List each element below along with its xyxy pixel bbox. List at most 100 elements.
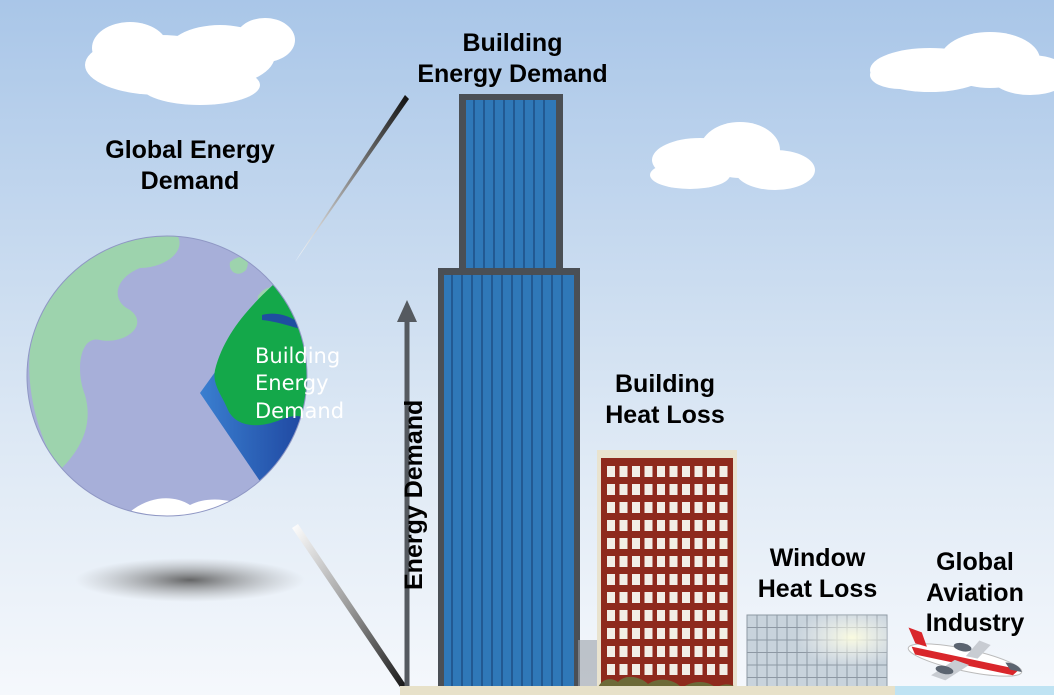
- brick-window: [657, 574, 665, 585]
- brick-window: [707, 646, 715, 657]
- brick-window: [682, 520, 690, 531]
- water-strip: [895, 686, 1054, 695]
- brick-window: [644, 538, 653, 549]
- brick-window: [644, 520, 653, 531]
- brick-window: [619, 574, 628, 585]
- brick-windows: [607, 466, 728, 675]
- brick-window: [607, 574, 615, 585]
- brick-window: [657, 610, 665, 621]
- brick-window: [694, 502, 703, 513]
- brick-window: [644, 466, 653, 477]
- continent-shape: [229, 256, 248, 274]
- brick-window: [644, 628, 653, 639]
- brick-window: [669, 538, 678, 549]
- brick-window: [632, 574, 640, 585]
- brick-window: [657, 592, 665, 603]
- brick-window: [707, 664, 715, 675]
- brick-window: [607, 628, 615, 639]
- brick-window: [607, 484, 615, 495]
- brick-window: [657, 646, 665, 657]
- brick-window: [619, 484, 628, 495]
- brick-window: [669, 556, 678, 567]
- brick-window: [607, 592, 615, 603]
- brick-window: [719, 646, 728, 657]
- brick-window: [607, 502, 615, 513]
- brick-window: [707, 520, 715, 531]
- brick-window: [707, 502, 715, 513]
- brick-window: [669, 610, 678, 621]
- brick-window: [707, 484, 715, 495]
- brick-window: [657, 520, 665, 531]
- brick-window: [657, 502, 665, 513]
- globe-building-energy-demand-label: Building Energy Demand: [255, 344, 345, 423]
- brick-window: [707, 610, 715, 621]
- brick-window: [669, 664, 678, 675]
- brick-window: [719, 466, 728, 477]
- brick-window: [669, 628, 678, 639]
- brick-window: [657, 538, 665, 549]
- brick-window: [682, 556, 690, 567]
- brick-window: [632, 664, 640, 675]
- brick-window: [719, 592, 728, 603]
- brick-window: [682, 484, 690, 495]
- brick-window: [632, 646, 640, 657]
- brick-window: [644, 484, 653, 495]
- brick-window: [632, 556, 640, 567]
- brick-window: [632, 502, 640, 513]
- brick-window: [632, 520, 640, 531]
- continent-shape: [29, 236, 180, 470]
- brick-window: [619, 556, 628, 567]
- brick-window: [669, 646, 678, 657]
- airplane-icon: [907, 627, 1023, 681]
- ground-strip: [400, 686, 895, 695]
- brick-window: [669, 574, 678, 585]
- brick-window: [707, 466, 715, 477]
- brick-window: [657, 466, 665, 477]
- building-heat-loss-label: Building Heat Loss: [605, 370, 725, 429]
- brick-window: [644, 592, 653, 603]
- brick-window: [719, 484, 728, 495]
- brick-window: [619, 466, 628, 477]
- brick-window: [707, 574, 715, 585]
- brick-window: [719, 538, 728, 549]
- brick-window: [657, 484, 665, 495]
- brick-window: [669, 520, 678, 531]
- brick-window: [694, 538, 703, 549]
- brick-window: [682, 466, 690, 477]
- global-aviation-industry-label: Global Aviation Industry: [925, 548, 1025, 637]
- brick-window: [682, 646, 690, 657]
- brick-window: [632, 610, 640, 621]
- brick-window: [707, 538, 715, 549]
- brick-window: [607, 520, 615, 531]
- brick-window: [607, 646, 615, 657]
- brick-window: [644, 574, 653, 585]
- brick-window: [707, 556, 715, 567]
- brick-window: [719, 628, 728, 639]
- brick-window: [607, 664, 615, 675]
- brick-window: [669, 484, 678, 495]
- brick-window: [619, 664, 628, 675]
- brick-window: [719, 664, 728, 675]
- energy-demand-axis-label: Energy Demand: [400, 399, 428, 590]
- brick-window: [682, 664, 690, 675]
- brick-window: [669, 466, 678, 477]
- cloud: [870, 32, 1054, 95]
- brick-window: [607, 538, 615, 549]
- brick-window: [694, 646, 703, 657]
- brick-building: [597, 450, 738, 690]
- brick-window: [694, 466, 703, 477]
- energy-demand-axis-arrowhead: [397, 300, 417, 322]
- cloud: [85, 18, 295, 105]
- brick-window: [632, 466, 640, 477]
- brick-window: [607, 610, 615, 621]
- brick-window: [669, 502, 678, 513]
- brick-window: [657, 628, 665, 639]
- brick-window: [694, 520, 703, 531]
- brick-window: [619, 502, 628, 513]
- zoom-beam-bottom: [292, 524, 408, 690]
- brick-window: [619, 646, 628, 657]
- brick-window: [694, 664, 703, 675]
- brick-window: [707, 592, 715, 603]
- brick-window: [619, 520, 628, 531]
